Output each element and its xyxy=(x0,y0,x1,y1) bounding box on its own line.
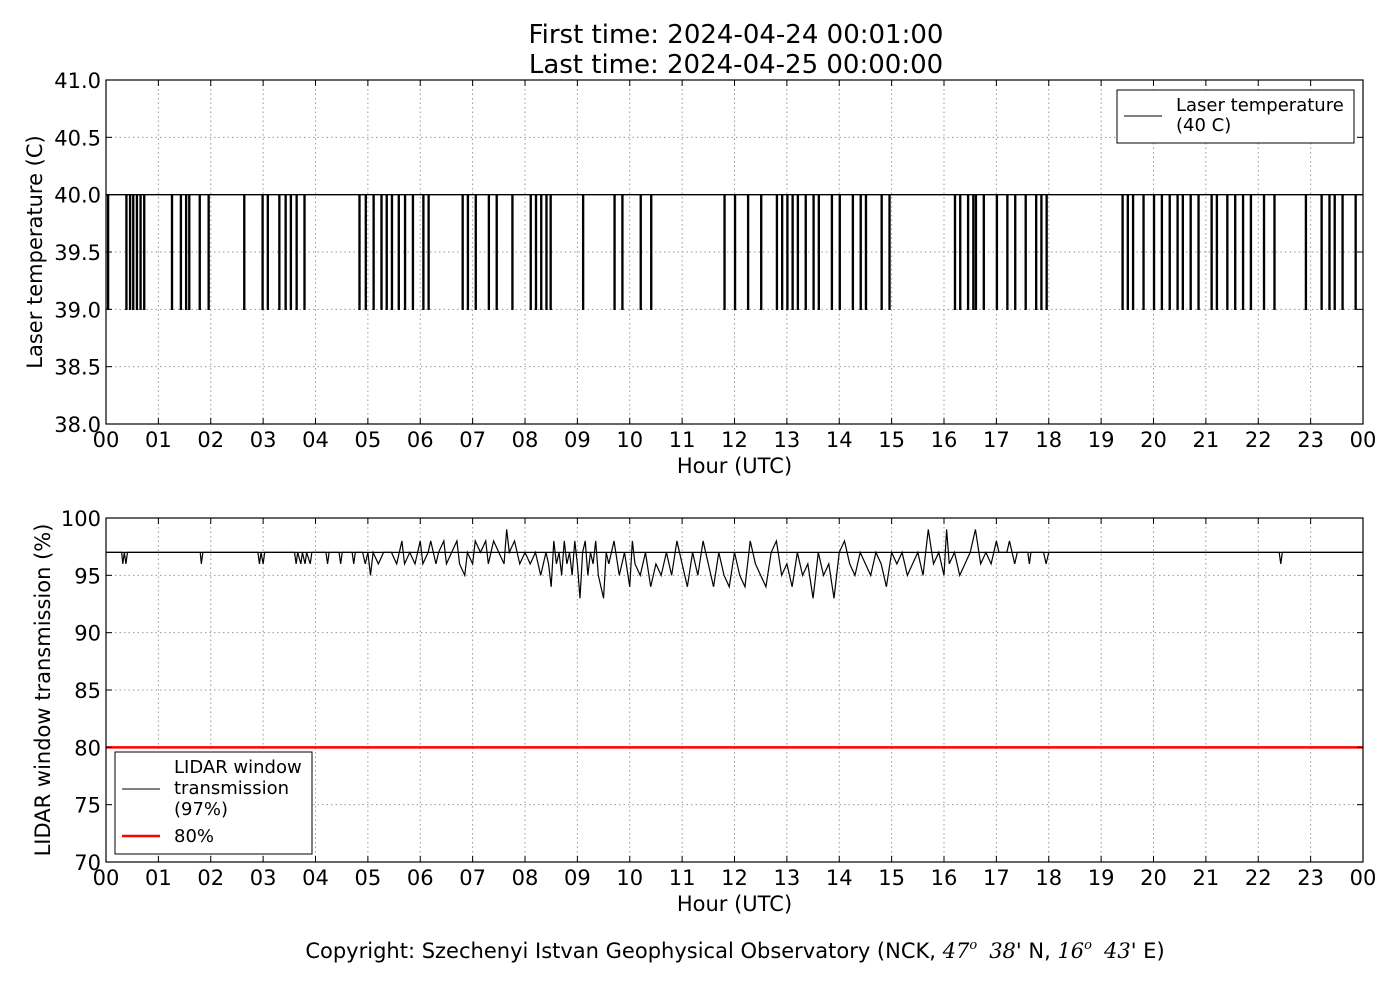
x-tick-label: 10 xyxy=(616,428,643,452)
x-tick-label: 12 xyxy=(721,866,748,890)
x-tick-label: 21 xyxy=(1193,866,1220,890)
y-tick-label: 41.0 xyxy=(54,69,101,93)
y-tick-label: 90 xyxy=(74,622,101,646)
x-tick-label: 20 xyxy=(1140,866,1167,890)
series-lines xyxy=(106,194,1363,310)
y-tick-label: 95 xyxy=(74,564,101,588)
x-tick-label: 09 xyxy=(564,866,591,890)
legend: Laser temperature (40 C) xyxy=(1116,89,1355,144)
series-lines xyxy=(106,529,1363,749)
ticks: 00 01 02 03 04 05 06 07 08 09 10 11 12 13 14 15 16 17 18 19… xyxy=(54,69,1376,452)
legend-label-lidar-line2: transmission xyxy=(174,778,289,799)
longitude-suffix: ' E) xyxy=(1131,939,1165,963)
x-tick-label: 22 xyxy=(1245,866,1272,890)
x-tick-label: 11 xyxy=(669,866,696,890)
x-tick-label: 00 xyxy=(1350,428,1377,452)
x-tick-label: 00 xyxy=(93,428,120,452)
y-tick-label: 70 xyxy=(74,851,101,875)
x-axis-label: Hour (UTC) xyxy=(677,454,792,478)
x-axis-label: Hour (UTC) xyxy=(677,892,792,916)
x-tick-label: 10 xyxy=(616,866,643,890)
x-tick-label: 06 xyxy=(407,428,434,452)
x-tick-label: 03 xyxy=(250,428,277,452)
x-tick-label: 16 xyxy=(931,428,958,452)
y-tick-label: 80 xyxy=(74,736,101,760)
x-tick-label: 14 xyxy=(826,866,853,890)
x-tick-label: 01 xyxy=(145,866,172,890)
legend: LIDAR window transmission (97%) 80% xyxy=(114,751,313,855)
x-tick-label: 23 xyxy=(1297,428,1324,452)
x-tick-label: 11 xyxy=(669,428,696,452)
copyright-prefix: Copyright: Szechenyi Istvan Geophysical … xyxy=(305,939,942,963)
x-tick-label: 00 xyxy=(93,866,120,890)
y-tick-label: 39.0 xyxy=(54,298,101,322)
x-tick-label: 21 xyxy=(1193,428,1220,452)
legend-label-laser-temperature-line2: (40 C) xyxy=(1176,115,1231,136)
x-tick-label: 02 xyxy=(197,866,224,890)
x-tick-label: 09 xyxy=(564,428,591,452)
longitude-degree-symbol: o xyxy=(1084,938,1092,953)
y-tick-label: 75 xyxy=(74,794,101,818)
x-tick-label: 04 xyxy=(302,428,329,452)
x-tick-label: 00 xyxy=(1350,866,1377,890)
x-tick-label: 08 xyxy=(512,428,539,452)
legend-label-threshold: 80% xyxy=(174,826,214,847)
y-tick-label: 40.5 xyxy=(54,126,101,150)
x-tick-label: 05 xyxy=(355,866,382,890)
y-tick-label: 85 xyxy=(74,679,101,703)
x-tick-label: 06 xyxy=(407,866,434,890)
x-tick-label: 15 xyxy=(878,866,905,890)
latitude-suffix: ' N, xyxy=(1016,939,1058,963)
x-tick-label: 23 xyxy=(1297,866,1324,890)
x-tick-label: 18 xyxy=(1035,428,1062,452)
x-tick-label: 14 xyxy=(826,428,853,452)
y-tick-label: 40.0 xyxy=(54,184,101,208)
longitude-degrees: 16 xyxy=(1057,939,1084,963)
lidar-transmission-panel: 00 01 02 03 04 05 06 07 08 09 10 11 12 13 14 15 16 17 18 19… xyxy=(31,507,1376,916)
y-tick-label: 38.5 xyxy=(54,356,101,380)
laser-temperature-panel: 00 01 02 03 04 05 06 07 08 09 10 11 12 13 14 15 16 17 18 19… xyxy=(23,69,1376,478)
x-tick-label: 13 xyxy=(774,428,801,452)
legend-label-lidar-line3: (97%) xyxy=(174,799,228,820)
x-tick-label: 12 xyxy=(721,428,748,452)
x-tick-label: 17 xyxy=(983,428,1010,452)
x-tick-label: 19 xyxy=(1088,428,1115,452)
x-tick-label: 08 xyxy=(512,866,539,890)
x-tick-label: 13 xyxy=(774,866,801,890)
legend-label-lidar-line1: LIDAR window xyxy=(174,757,302,778)
y-axis-label: LIDAR window transmission (%) xyxy=(31,524,55,857)
legend-label-laser-temperature-line1: Laser temperature xyxy=(1176,95,1344,116)
longitude-minutes: 43 xyxy=(1103,939,1131,963)
x-tick-label: 07 xyxy=(459,866,486,890)
x-tick-label: 16 xyxy=(931,866,958,890)
y-tick-label: 100 xyxy=(61,507,101,531)
last-time-title: Last time: 2024-04-25 00:00:00 xyxy=(529,50,943,80)
x-tick-label: 19 xyxy=(1088,866,1115,890)
x-tick-label: 03 xyxy=(250,866,277,890)
y-tick-label: 39.5 xyxy=(54,241,101,265)
first-time-title: First time: 2024-04-24 00:01:00 xyxy=(529,20,944,50)
latitude-minutes: 38 xyxy=(989,939,1016,963)
y-axis-label: Laser temperature (C) xyxy=(23,135,47,368)
laser-temperature-line xyxy=(106,194,1363,310)
x-tick-label: 07 xyxy=(459,428,486,452)
x-tick-label: 02 xyxy=(197,428,224,452)
x-tick-label: 05 xyxy=(355,428,382,452)
ticks: 00 01 02 03 04 05 06 07 08 09 10 11 12 13 14 15 16 17 18 19… xyxy=(61,507,1376,890)
y-tick-label: 38.0 xyxy=(54,413,101,437)
copyright-text: Copyright: Szechenyi Istvan Geophysical … xyxy=(305,938,1164,963)
x-tick-label: 22 xyxy=(1245,428,1272,452)
grid xyxy=(106,518,1363,862)
latitude-degrees: 47 xyxy=(942,939,970,963)
x-tick-label: 20 xyxy=(1140,428,1167,452)
latitude-degree-symbol: o xyxy=(969,938,977,953)
x-tick-label: 01 xyxy=(145,428,172,452)
x-tick-label: 17 xyxy=(983,866,1010,890)
x-tick-label: 18 xyxy=(1035,866,1062,890)
x-tick-label: 04 xyxy=(302,866,329,890)
x-tick-label: 15 xyxy=(878,428,905,452)
